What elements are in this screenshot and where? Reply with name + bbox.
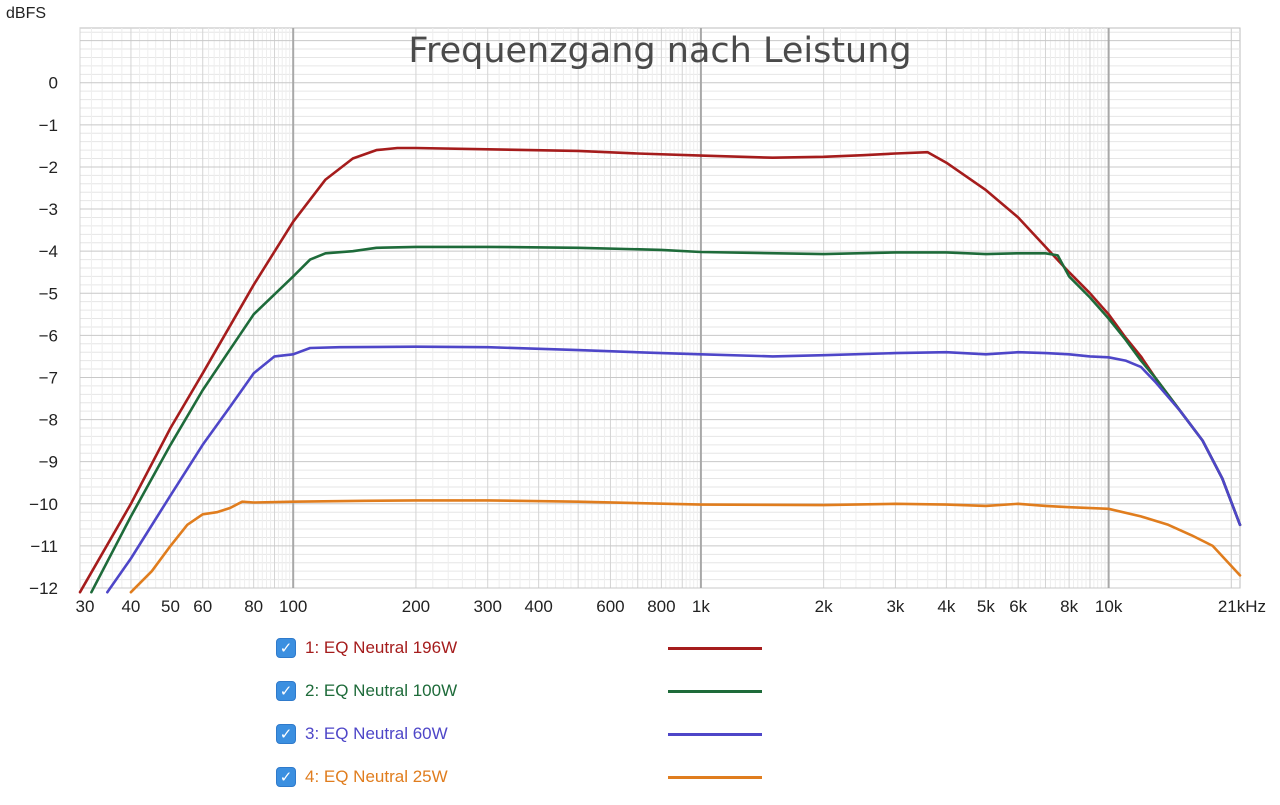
x-tick-label: 50 [161, 597, 180, 616]
legend-swatch [668, 647, 762, 650]
minor-grid [79, 28, 1240, 588]
x-tick-label: 6k [1009, 597, 1027, 616]
series-line-2 [90, 245, 1242, 594]
y-tick-label: −12 [29, 579, 58, 598]
y-tick-label: −6 [39, 326, 58, 345]
y-tick-label: −1 [39, 116, 58, 135]
y-tick-label: −9 [39, 453, 58, 472]
legend-label: 4: EQ Neutral 25W [305, 767, 448, 786]
x-tick-labels: 30 40 50 60 80 100 200 300 400 600 800 1k 2k 3k 4k 5k 6k… [76, 597, 1266, 616]
legend-swatch [668, 733, 762, 736]
x-tick-label: 21kHz [1218, 597, 1266, 616]
y-tick-labels: 0 −1 −2 −3 −4 −5 −6 −7 −8 −9 −10 −11 −12 [29, 74, 58, 598]
legend-item-3[interactable]: ✓ 3: EQ Neutral 60W [276, 722, 448, 746]
x-tick-label: 1k [692, 597, 710, 616]
x-tick-label: 100 [279, 597, 307, 616]
legend-swatch [668, 690, 762, 693]
y-tick-label: −3 [39, 200, 58, 219]
legend-checkbox[interactable]: ✓ [276, 724, 296, 744]
x-tick-label: 4k [937, 597, 955, 616]
chart-title: Frequenzgang nach Leistung [408, 31, 911, 71]
legend-label: 1: EQ Neutral 196W [305, 638, 458, 657]
legend-checkbox[interactable]: ✓ [276, 638, 296, 658]
series-line-4 [129, 499, 1242, 594]
x-tick-label: 300 [474, 597, 502, 616]
legend-label: 2: EQ Neutral 100W [305, 681, 458, 700]
x-tick-label: 30 [76, 597, 95, 616]
x-tick-label: 200 [402, 597, 430, 616]
x-tick-label: 600 [596, 597, 624, 616]
y-tick-label: −2 [39, 158, 58, 177]
y-tick-label: 0 [49, 74, 58, 93]
y-tick-label: −5 [39, 284, 58, 303]
series-line-1 [78, 146, 1242, 594]
y-axis-label: dBFS [6, 5, 46, 22]
y-tick-label: −7 [39, 368, 58, 387]
y-tick-label: −11 [30, 537, 58, 556]
y-tick-label: −4 [39, 242, 58, 261]
y-tick-label: −10 [29, 495, 58, 514]
series-layer [78, 146, 1242, 594]
legend-item-1[interactable]: ✓ 1: EQ Neutral 196W [276, 636, 457, 660]
x-tick-label: 80 [244, 597, 263, 616]
x-tick-label: 2k [815, 597, 833, 616]
x-tick-label: 60 [193, 597, 212, 616]
legend-item-4[interactable]: ✓ 4: EQ Neutral 25W [276, 765, 448, 789]
legend-swatch [668, 776, 762, 779]
y-tick-label: −8 [39, 411, 58, 430]
legend-label: 3: EQ Neutral 60W [305, 724, 448, 743]
legend-checkbox[interactable]: ✓ [276, 681, 296, 701]
plot-area [79, 27, 1241, 589]
x-tick-label: 10k [1095, 597, 1123, 616]
x-tick-label: 8k [1060, 597, 1078, 616]
x-tick-label: 5k [977, 597, 995, 616]
legend-checkbox[interactable]: ✓ [276, 767, 296, 787]
legend-item-2[interactable]: ✓ 2: EQ Neutral 100W [276, 679, 457, 703]
x-tick-label: 40 [121, 597, 140, 616]
x-tick-label: 800 [647, 597, 675, 616]
series-line-3 [106, 345, 1242, 594]
x-tick-label: 400 [524, 597, 552, 616]
x-tick-label: 3k [886, 597, 904, 616]
